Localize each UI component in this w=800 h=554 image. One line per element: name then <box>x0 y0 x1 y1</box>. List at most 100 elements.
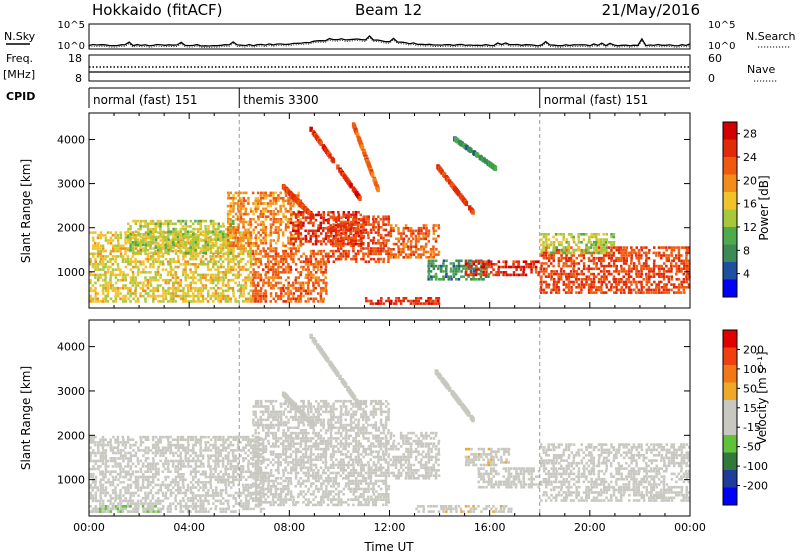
scatter-cell <box>159 230 163 233</box>
scatter-cell <box>156 219 160 223</box>
scatter-cell <box>512 271 516 274</box>
scatter-cell <box>340 241 343 245</box>
scatter-cell <box>392 256 396 259</box>
scatter-cell <box>665 288 668 292</box>
scatter-cell <box>327 234 330 238</box>
scatter-cell <box>300 255 303 258</box>
scatter-cell <box>274 263 277 266</box>
scatter-cell <box>92 244 95 248</box>
scatter-cell <box>92 435 95 439</box>
scatter-cell <box>257 244 260 248</box>
scatter-cell <box>542 254 545 257</box>
scatter-cell <box>637 280 641 284</box>
scatter-cell <box>154 294 157 298</box>
scatter-cell <box>660 291 664 294</box>
scatter-cell <box>410 234 413 238</box>
scatter-cell <box>610 246 613 249</box>
scatter-cell <box>284 207 287 211</box>
scatter-cell <box>266 271 270 274</box>
scatter-cell <box>315 237 318 241</box>
scatter-cell <box>655 272 658 276</box>
scatter-cell <box>432 259 435 263</box>
scatter-cell <box>244 297 248 301</box>
scatter-cell <box>194 247 197 250</box>
scatter-cell <box>542 262 546 265</box>
scatter-cell <box>530 268 533 271</box>
scatter-cell <box>184 246 187 249</box>
scatter-cell <box>147 449 150 452</box>
scatter-cell <box>327 239 331 242</box>
scatter-cell <box>350 213 353 217</box>
scatter-cell <box>159 225 162 228</box>
scatter-cell <box>319 249 323 253</box>
scatter-cell <box>154 278 157 282</box>
scatter-cell <box>347 215 351 218</box>
scatter-cell <box>364 252 368 256</box>
scatter-cell <box>317 226 320 230</box>
scatter-cell <box>277 286 280 290</box>
scatter-cell <box>239 286 243 290</box>
scatter-cell <box>282 255 285 258</box>
scatter-cell <box>162 292 165 295</box>
scatter-cell <box>482 157 486 163</box>
scatter-cell <box>264 207 268 211</box>
scatter-cell <box>222 235 225 239</box>
scatter-cell <box>121 284 125 287</box>
scatter-cell <box>117 289 120 293</box>
scatter-cell <box>562 256 566 260</box>
scatter-cell <box>317 268 320 271</box>
scatter-cell <box>260 286 263 290</box>
scatter-cell <box>602 233 605 236</box>
scatter-cell <box>269 210 273 213</box>
scatter-cell <box>677 256 681 260</box>
scatter-cell <box>635 246 638 249</box>
scatter-cell <box>277 236 280 240</box>
scatter-cell <box>427 302 431 305</box>
scatter-cell <box>597 246 601 249</box>
scatter-cell <box>360 231 363 234</box>
scatter-cell <box>149 462 152 466</box>
scatter-cell <box>232 252 235 256</box>
scatter-cell <box>269 255 273 258</box>
scatter-cell <box>119 273 122 277</box>
scatter-cell <box>169 435 172 439</box>
scatter-cell <box>141 478 145 482</box>
scatter-cell <box>236 218 240 221</box>
scatter-cell <box>149 227 152 231</box>
scatter-cell <box>109 459 113 463</box>
scatter-cell <box>275 241 278 245</box>
scatter-cell <box>600 291 603 294</box>
scatter-cell <box>149 483 152 487</box>
scatter-cell <box>226 231 230 234</box>
scatter-cell <box>314 240 318 243</box>
scatter-cell <box>122 494 125 497</box>
scatter-cell <box>452 262 455 265</box>
scatter-cell <box>219 238 222 241</box>
scatter-cell <box>89 457 92 460</box>
scatter-cell <box>597 267 601 271</box>
scatter-cell <box>262 212 265 216</box>
nsearch-tick-high: 10^5 <box>708 20 735 31</box>
scatter-cell <box>174 271 177 274</box>
scatter-cell <box>524 273 528 277</box>
scatter-cell <box>284 228 287 232</box>
scatter-cell <box>106 284 109 287</box>
scatter-cell <box>284 265 288 269</box>
scatter-cell <box>224 273 228 277</box>
scatter-cell <box>350 257 353 261</box>
scatter-cell <box>555 286 558 289</box>
scatter-cell <box>169 294 173 298</box>
scatter-cell <box>119 481 122 484</box>
scatter-cell <box>194 227 197 231</box>
scatter-cell <box>334 249 338 253</box>
cpid-segment-label: themis 3300 <box>243 93 318 107</box>
scatter-cell <box>655 288 658 292</box>
scatter-cell <box>490 271 493 274</box>
scatter-cell <box>194 294 198 298</box>
scatter-cell <box>307 232 310 235</box>
scatter-cell <box>149 265 152 269</box>
scatter-cell <box>367 241 370 245</box>
scatter-cell <box>552 259 555 263</box>
scatter-cell <box>129 483 133 487</box>
